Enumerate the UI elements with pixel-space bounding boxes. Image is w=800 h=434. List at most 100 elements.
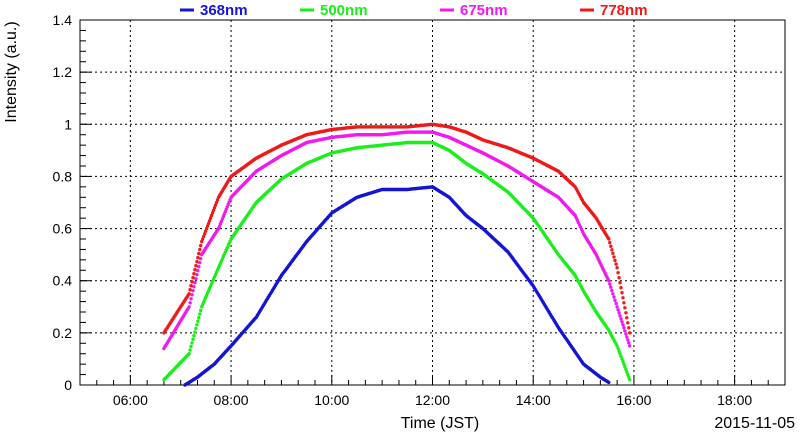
data-point <box>620 320 624 324</box>
data-point <box>187 352 191 356</box>
x-axis-title: Time (JST) <box>401 415 480 432</box>
data-point <box>615 344 619 348</box>
data-point <box>190 341 194 345</box>
data-point <box>612 255 616 259</box>
axes: 06:00 08:00 10:00 12:00 14:00 16:00 18:00 0 0.2 0… <box>53 12 786 408</box>
data-point <box>621 359 625 364</box>
data-series <box>162 122 632 387</box>
data-point <box>188 301 192 305</box>
data-point <box>192 334 196 338</box>
data-point <box>609 244 613 248</box>
data-point <box>622 301 626 305</box>
data-point <box>189 297 193 301</box>
data-point <box>611 251 615 255</box>
data-point <box>610 288 614 293</box>
legend-label: 368nm <box>200 2 248 19</box>
data-point <box>627 375 631 379</box>
data-point <box>187 305 191 309</box>
data-point <box>213 203 218 207</box>
data-point <box>189 284 193 288</box>
legend: 368nm 500nm 675nm 778nm <box>180 2 648 19</box>
data-point <box>192 285 196 289</box>
data-point <box>625 370 629 374</box>
data-point <box>204 226 209 231</box>
data-point <box>205 224 210 228</box>
data-point <box>618 314 622 318</box>
data-point <box>198 261 202 265</box>
data-point <box>199 243 203 248</box>
data-point <box>197 251 201 256</box>
data-point <box>198 312 202 316</box>
data-point <box>624 311 628 315</box>
y-tick-label: 0.4 <box>53 273 73 289</box>
data-point <box>608 240 612 245</box>
data-point <box>215 198 220 202</box>
data-point <box>194 326 198 331</box>
data-point <box>621 323 625 327</box>
data-point <box>194 264 198 268</box>
x-tick-label: 12:00 <box>415 392 450 408</box>
x-tick-label: 06:00 <box>113 392 148 408</box>
grid <box>80 20 785 385</box>
data-point <box>622 326 626 330</box>
data-point <box>626 338 630 342</box>
data-point <box>626 321 630 325</box>
data-point <box>201 237 205 241</box>
data-point <box>609 285 613 289</box>
data-point <box>623 306 627 310</box>
data-point <box>621 296 625 300</box>
series-368nm <box>183 185 611 387</box>
data-point <box>620 291 624 295</box>
data-point <box>195 323 199 327</box>
y-axis-title: Intensity (a.u.) <box>3 21 20 122</box>
y-tick-label: 1 <box>64 116 72 132</box>
data-point <box>198 247 202 252</box>
data-point <box>614 262 618 266</box>
data-point <box>625 316 629 320</box>
data-point <box>611 292 615 296</box>
data-point <box>192 272 196 276</box>
data-point <box>191 289 195 293</box>
data-point <box>615 266 619 270</box>
y-tick-label: 0.8 <box>53 168 73 184</box>
data-point <box>199 257 203 261</box>
data-point <box>613 258 617 263</box>
data-point <box>618 352 622 356</box>
data-point <box>624 367 628 372</box>
data-point <box>190 293 194 297</box>
y-tick-label: 0 <box>64 377 72 393</box>
data-point <box>607 279 611 283</box>
series-675nm <box>162 130 632 351</box>
data-point <box>614 301 618 306</box>
data-point <box>626 372 630 377</box>
data-point <box>197 265 201 269</box>
y-tick-label: 0.2 <box>53 325 73 341</box>
data-point <box>193 268 197 272</box>
y-tick-label: 0.6 <box>53 221 73 237</box>
data-point <box>203 229 208 233</box>
legend-label: 500nm <box>320 2 368 19</box>
data-point <box>187 292 191 296</box>
data-point <box>190 280 194 284</box>
series-778nm <box>162 122 632 335</box>
data-point <box>619 286 623 290</box>
data-point <box>617 311 621 315</box>
data-point <box>610 248 614 252</box>
data-point <box>193 281 197 285</box>
x-tick-label: 10:00 <box>314 392 349 408</box>
data-point <box>613 298 617 302</box>
data-point <box>209 213 214 218</box>
x-tick-label: 18:00 <box>717 392 752 408</box>
data-point <box>617 349 621 353</box>
data-point <box>627 341 631 345</box>
data-point <box>622 362 626 366</box>
x-tick-label: 14:00 <box>516 392 551 408</box>
data-point <box>616 346 620 351</box>
data-point <box>193 330 197 334</box>
data-point <box>618 281 622 285</box>
data-point <box>194 277 198 281</box>
data-point <box>619 354 623 358</box>
data-point <box>616 308 620 312</box>
data-point <box>203 232 207 236</box>
date-label: 2015-11-05 <box>714 415 795 432</box>
